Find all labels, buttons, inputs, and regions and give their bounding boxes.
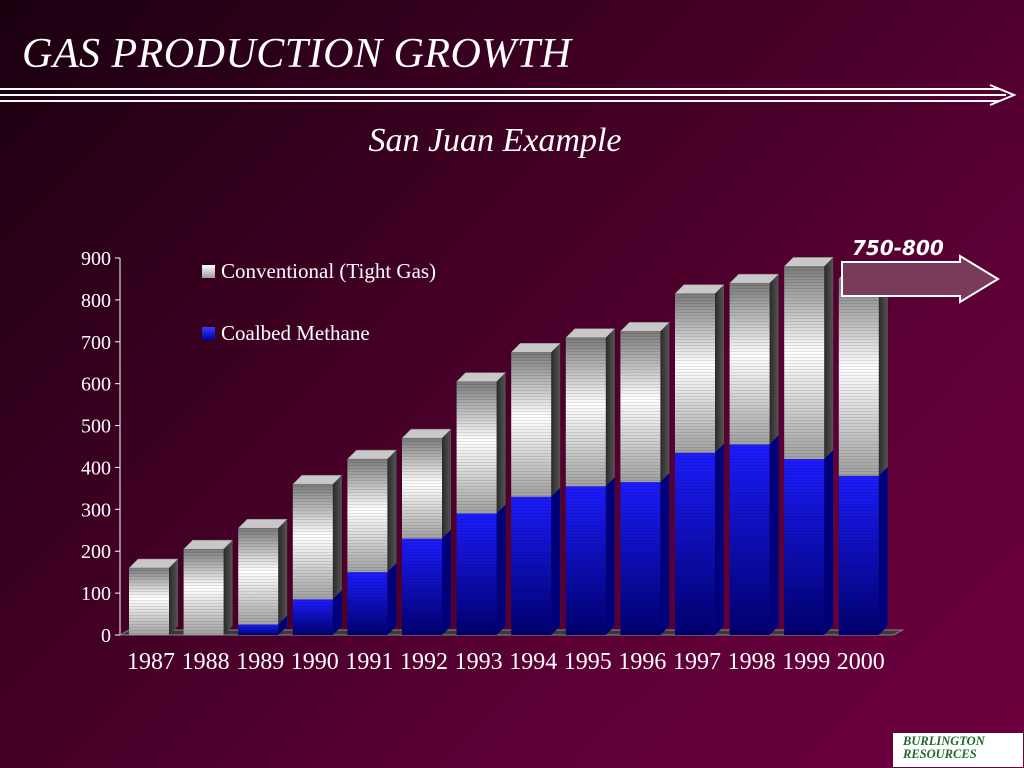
x-tick-label: 1989 xyxy=(236,649,284,675)
bar-top xyxy=(728,273,780,284)
bar-coalbed-side xyxy=(605,477,615,635)
bar-texture xyxy=(456,513,497,635)
bar-coalbed-side xyxy=(715,443,724,635)
bar-top xyxy=(455,372,507,382)
x-tick-label: 1995 xyxy=(564,649,612,675)
bar-coalbed-side xyxy=(278,615,288,635)
y-tick-label: 0 xyxy=(101,625,111,647)
x-tick-label: 1993 xyxy=(455,649,503,675)
x-tick-label: 1994 xyxy=(509,649,557,675)
bar-top xyxy=(510,343,561,353)
legend-item-conventional: Conventional (Tight Gas) xyxy=(202,258,436,284)
bar-side xyxy=(169,558,178,635)
bar-texture xyxy=(675,452,715,635)
bar-texture xyxy=(784,266,825,460)
x-tick-label: 1996 xyxy=(618,649,666,675)
bar-texture xyxy=(620,482,661,635)
bar-texture xyxy=(456,381,497,514)
bar-texture xyxy=(729,444,770,635)
bar-texture xyxy=(292,599,333,635)
bar-top xyxy=(128,558,179,569)
bar-texture xyxy=(565,486,606,635)
y-tick-label: 200 xyxy=(81,541,111,563)
slide-title: GAS PRODUCTION GROWTH xyxy=(22,31,572,77)
bar-top xyxy=(619,322,671,332)
x-tick-label: 1990 xyxy=(291,649,339,675)
bar-texture xyxy=(292,484,333,600)
x-tick-label: 1991 xyxy=(345,649,393,675)
bar-side xyxy=(223,540,233,635)
bar-coalbed-side xyxy=(551,487,561,635)
y-tick-label: 400 xyxy=(81,457,111,479)
projection-label: 750-800 xyxy=(852,236,944,260)
bar-coalbed-side xyxy=(824,450,834,635)
bar-texture xyxy=(838,475,879,635)
legend-item-coalbed: Coalbed Methane xyxy=(202,320,436,346)
bar-texture xyxy=(511,352,552,497)
bar-top xyxy=(674,284,725,294)
bar-texture xyxy=(838,278,879,476)
bar-texture xyxy=(129,567,169,635)
bar-side xyxy=(278,519,288,635)
bar-texture xyxy=(238,528,279,625)
bar-texture xyxy=(238,624,279,635)
legend-swatch-coalbed xyxy=(202,326,215,340)
y-tick-label: 300 xyxy=(81,499,111,521)
bar-texture xyxy=(511,496,552,635)
bar-texture xyxy=(183,549,224,635)
bar-texture xyxy=(347,459,388,573)
bar-top xyxy=(401,428,452,439)
x-tick-label: 1988 xyxy=(182,649,230,675)
chart-subtitle: San Juan Example xyxy=(368,122,622,159)
x-tick-label: 1997 xyxy=(673,649,721,675)
legend-label-conventional: Conventional (Tight Gas) xyxy=(221,258,437,283)
bar-coalbed-side xyxy=(878,466,888,635)
bar-texture xyxy=(402,438,442,539)
bar-coalbed-side xyxy=(769,435,779,635)
stacked-bar-chart: 0 100 200 300 400 500 600 700 800 900 1987 1988 1989… xyxy=(81,248,1000,675)
bar-coalbed-side xyxy=(442,529,451,635)
y-tick-label: 600 xyxy=(81,374,111,396)
y-tick-label: 500 xyxy=(81,416,111,438)
projection-arrow xyxy=(841,254,1000,304)
x-tick-label: 1992 xyxy=(400,649,448,675)
y-tick-label: 900 xyxy=(81,248,111,270)
bar-coalbed-side xyxy=(496,504,506,635)
bar-texture xyxy=(729,283,770,445)
bar-top xyxy=(565,328,616,338)
bar-coalbed-side xyxy=(660,473,670,635)
title-arrow-rule xyxy=(0,84,1017,106)
bar-coalbed-side xyxy=(387,563,397,635)
x-tick-label: 1999 xyxy=(782,649,830,675)
x-tick-label: 2000 xyxy=(837,649,885,675)
bar-top xyxy=(346,449,398,460)
bar-coalbed-side xyxy=(332,590,342,635)
bar-top xyxy=(783,257,834,267)
legend-label-coalbed: Coalbed Methane xyxy=(221,320,370,345)
bar-top xyxy=(237,518,288,529)
y-tick-label: 100 xyxy=(81,583,111,605)
bar-texture xyxy=(620,331,661,483)
bar-texture xyxy=(565,337,606,487)
bar-texture xyxy=(347,572,388,635)
bar-texture xyxy=(784,459,825,635)
legend-swatch-conventional xyxy=(202,264,215,278)
bar-texture xyxy=(675,293,715,453)
y-tick-label: 700 xyxy=(81,332,111,354)
bar-top xyxy=(182,539,234,550)
x-tick-label: 1998 xyxy=(728,649,776,675)
y-tick-label: 800 xyxy=(81,290,111,312)
x-tick-label: 1987 xyxy=(127,649,175,675)
bar-top xyxy=(292,474,343,485)
bar-texture xyxy=(402,538,442,635)
chart-legend: Conventional (Tight Gas) Coalbed Methane xyxy=(202,258,436,382)
burlington-resources-logo: BURLINGTON RESOURCES xyxy=(893,733,1023,767)
